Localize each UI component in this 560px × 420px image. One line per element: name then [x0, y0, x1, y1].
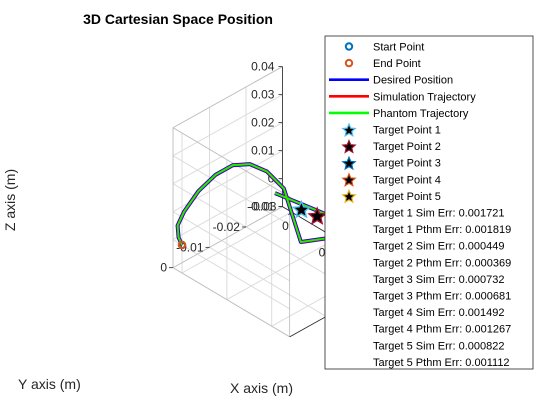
legend-error-text-1: Target 1 Sim Err: 0.001721: [373, 208, 504, 220]
legend-error-text-8: Target 4 Pthm Err: 0.001267: [373, 324, 511, 336]
end-point-marker: [177, 240, 187, 250]
target-point-2-marker: [307, 206, 327, 225]
y-tick-label: 0: [160, 261, 167, 275]
grid-line: [226, 238, 337, 301]
x-tick-label: 0: [282, 219, 289, 233]
legend-error-text-6: Target 3 Pthm Err: 0.000681: [373, 291, 511, 303]
grid-line: [172, 239, 290, 310]
z-tick-label: 0.03: [251, 88, 275, 102]
legend-error-text-9: Target 5 Sim Err: 0.000822: [373, 340, 504, 352]
legend-target-marker-4: [341, 172, 357, 187]
z-tick-label: 0.04: [251, 60, 275, 74]
grid-line: [172, 94, 283, 157]
legend-target-marker-3: [341, 155, 357, 171]
legend-error-text-3: Target 2 Sim Err: 0.000449: [373, 241, 504, 253]
x-axis-label: X axis (m): [230, 380, 293, 396]
legend-target-marker-1: [341, 122, 357, 138]
legend: Start Point End Point Desired Position Simu…: [324, 35, 534, 370]
legend-target-label-5: Target Point 5: [373, 191, 441, 203]
legend-start-marker: [344, 42, 354, 51]
pane-edge: [172, 206, 283, 269]
z-axis-label: Z axis (m): [2, 169, 18, 231]
pane-edge: [172, 127, 290, 198]
legend-target-label-3: Target Point 3: [373, 158, 441, 170]
legend-series-label-1: Desired Position: [373, 75, 453, 87]
legend-end-label: End Point: [373, 58, 421, 70]
legend-error-text-10: Target 5 Pthm Err: 0.001112: [373, 357, 510, 369]
legend-series-label-2: Simulation Trajectory: [373, 91, 476, 103]
legend-start-label: Start Point: [373, 42, 424, 54]
legend-target-marker-2: [341, 139, 357, 154]
grid-line: [172, 183, 290, 254]
y-tick-label: -0.03: [249, 200, 277, 214]
legend-end-marker: [344, 58, 354, 68]
legend-target-label-4: Target Point 4: [373, 174, 441, 186]
grid-line: [172, 178, 283, 241]
legend-error-text-7: Target 4 Sim Err: 0.001492: [373, 307, 504, 319]
target-point-1-marker: [291, 199, 312, 219]
y-tick-label: -0.02: [213, 220, 241, 234]
legend-error-text-2: Target 1 Pthm Err: 0.001819: [373, 224, 511, 236]
legend-series-label-3: Phantom Trajectory: [373, 108, 469, 120]
pane-edge: [172, 267, 290, 338]
grid-line: [172, 211, 290, 282]
legend-target-label-2: Target Point 2: [373, 141, 441, 153]
z-tick-label: 0.01: [251, 144, 275, 158]
y-axis-label: Y axis (m): [18, 376, 81, 392]
legend-error-text-5: Target 3 Sim Err: 0.000732: [373, 274, 504, 286]
legend-target-marker-5: [341, 188, 357, 204]
pane-edge: [172, 66, 283, 129]
chart-title: 3D Cartesian Space Position: [83, 11, 273, 27]
z-tick-label: 0.02: [251, 116, 275, 130]
legend-box: [324, 35, 534, 370]
legend-error-text-4: Target 2 Pthm Err: 0.000369: [373, 257, 511, 269]
legend-target-label-1: Target Point 1: [373, 125, 441, 137]
grid-line: [181, 211, 292, 274]
z-tick-label: -0.01: [247, 200, 275, 214]
grid-line: [209, 246, 327, 317]
grid-line: [172, 122, 283, 185]
